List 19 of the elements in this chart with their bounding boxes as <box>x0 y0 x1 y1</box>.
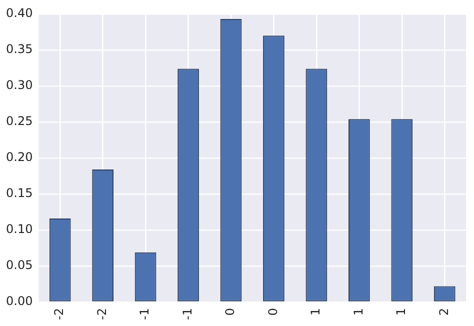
y-tick-label: 0.40 <box>6 6 33 20</box>
x-tick-label: -2 <box>94 308 109 320</box>
y-tick-label: 0.05 <box>6 258 33 272</box>
x-tick-label: -1 <box>180 308 194 320</box>
y-tick-label: 0.25 <box>6 114 33 128</box>
y-tick-label: 0.35 <box>6 42 33 56</box>
x-tick-label: 1 <box>308 308 323 316</box>
y-tick-label: 0.30 <box>6 78 33 92</box>
x-tick-label: 0 <box>266 308 280 316</box>
y-tick-label: 0.00 <box>6 294 33 308</box>
x-tick-label: 1 <box>394 308 408 316</box>
y-tick-label: 0.20 <box>6 150 33 164</box>
y-tick-label: 0.15 <box>6 186 33 200</box>
x-tick-label: 2 <box>436 308 451 316</box>
x-tick-label: -2 <box>52 308 66 320</box>
x-tick-label: -1 <box>138 308 152 320</box>
x-tick-label: 0 <box>223 308 238 316</box>
x-tick-label: 1 <box>351 308 366 316</box>
y-tick-label: 0.10 <box>6 222 33 236</box>
